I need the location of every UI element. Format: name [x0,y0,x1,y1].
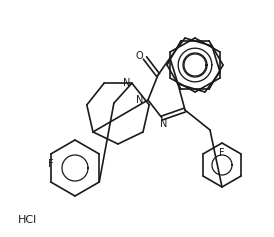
Text: F: F [48,159,53,169]
Text: N: N [160,119,168,129]
Text: N: N [123,78,131,88]
Text: N: N [136,95,144,105]
Text: F: F [219,148,225,158]
Text: HCl: HCl [18,215,37,225]
Text: O: O [135,51,143,61]
